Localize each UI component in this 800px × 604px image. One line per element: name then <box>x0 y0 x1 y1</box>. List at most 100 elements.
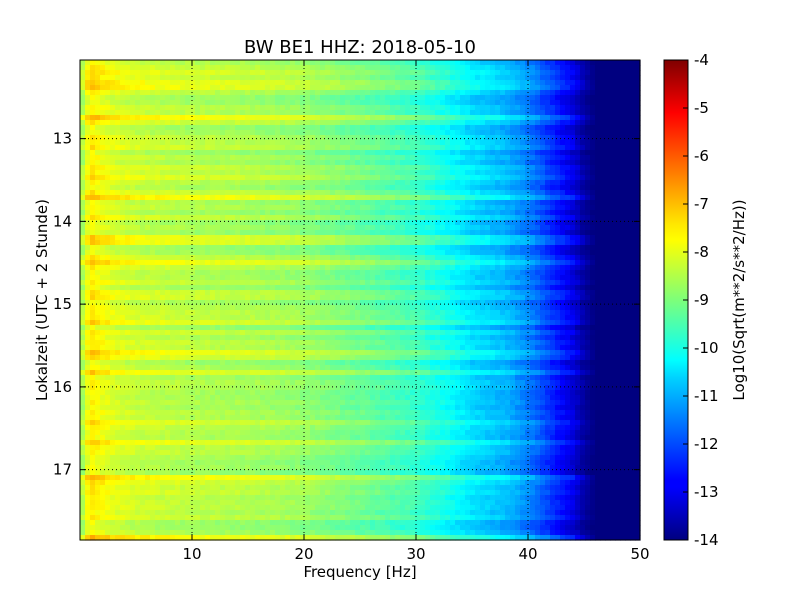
heatmap-cell <box>495 160 501 166</box>
heatmap-cell <box>615 270 621 276</box>
heatmap-cell <box>325 225 331 231</box>
heatmap-cell <box>120 275 126 281</box>
heatmap-cell <box>405 100 411 106</box>
heatmap-cell <box>430 100 436 106</box>
heatmap-cell <box>265 220 271 226</box>
heatmap-cell <box>205 280 211 286</box>
heatmap-cell <box>255 270 261 276</box>
heatmap-cell <box>330 160 336 166</box>
heatmap-cell <box>615 165 621 171</box>
heatmap-cell <box>195 165 201 171</box>
heatmap-cell <box>510 130 516 136</box>
heatmap-cell <box>250 210 256 216</box>
heatmap-cell <box>325 250 331 256</box>
heatmap-cell <box>500 135 506 141</box>
heatmap-cell <box>420 205 426 211</box>
heatmap-cell <box>570 185 576 191</box>
heatmap-cell <box>560 225 566 231</box>
heatmap-cell <box>265 280 271 286</box>
heatmap-cell <box>225 70 231 76</box>
heatmap-cell <box>175 230 181 236</box>
heatmap-cell <box>105 230 111 236</box>
heatmap-cell <box>580 60 586 66</box>
heatmap-cell <box>585 140 591 146</box>
heatmap-cell <box>260 90 266 96</box>
heatmap-cell <box>610 205 616 211</box>
heatmap-cell <box>210 170 216 176</box>
heatmap-cell <box>300 160 306 166</box>
heatmap-cell <box>380 230 386 236</box>
heatmap-cell <box>80 195 86 201</box>
heatmap-cell <box>230 115 236 121</box>
heatmap-cell <box>95 155 101 161</box>
heatmap-cell <box>480 125 486 131</box>
heatmap-cell <box>315 105 321 111</box>
heatmap-cell <box>400 120 406 126</box>
heatmap-cell <box>575 170 581 176</box>
heatmap-cell <box>250 155 256 161</box>
heatmap-cell <box>390 270 396 276</box>
heatmap-cell <box>285 125 291 131</box>
heatmap-cell <box>610 155 616 161</box>
heatmap-cell <box>465 95 471 101</box>
heatmap-cell <box>80 220 86 226</box>
heatmap-cell <box>430 70 436 76</box>
heatmap-cell <box>265 210 271 216</box>
heatmap-cell <box>525 195 531 201</box>
heatmap-cell <box>370 140 376 146</box>
heatmap-cell <box>320 170 326 176</box>
heatmap-cell <box>575 190 581 196</box>
heatmap-cell <box>85 125 91 131</box>
heatmap-cell <box>225 65 231 71</box>
heatmap-cell <box>185 140 191 146</box>
heatmap-cell <box>505 165 511 171</box>
heatmap-cell <box>580 70 586 76</box>
heatmap-cell <box>235 210 241 216</box>
heatmap-cell <box>420 175 426 181</box>
heatmap-cell <box>505 215 511 221</box>
heatmap-cell <box>290 145 296 151</box>
heatmap-cell <box>325 75 331 81</box>
heatmap-cell <box>310 215 316 221</box>
heatmap-cell <box>580 260 586 266</box>
heatmap-cell <box>590 70 596 76</box>
heatmap-cell <box>190 175 196 181</box>
heatmap-cell <box>375 195 381 201</box>
heatmap-cell <box>85 250 91 256</box>
heatmap-cell <box>290 75 296 81</box>
heatmap-cell <box>620 140 626 146</box>
heatmap-cell <box>115 145 121 151</box>
heatmap-cell <box>380 155 386 161</box>
heatmap-cell <box>105 270 111 276</box>
heatmap-cell <box>480 65 486 71</box>
heatmap-cell <box>540 195 546 201</box>
heatmap-cell <box>190 140 196 146</box>
heatmap-cell <box>325 260 331 266</box>
heatmap-cell <box>180 170 186 176</box>
heatmap-cell <box>460 130 466 136</box>
heatmap-cell <box>550 150 556 156</box>
heatmap-cell <box>125 70 131 76</box>
heatmap-cell <box>150 175 156 181</box>
heatmap-cell <box>500 150 506 156</box>
heatmap-cell <box>400 245 406 251</box>
heatmap-cell <box>225 80 231 86</box>
heatmap-cell <box>290 100 296 106</box>
heatmap-cell <box>450 125 456 131</box>
heatmap-cell <box>370 280 376 286</box>
heatmap-cell <box>545 100 551 106</box>
heatmap-cell <box>630 240 636 246</box>
heatmap-cell <box>585 225 591 231</box>
heatmap-cell <box>95 220 101 226</box>
heatmap-cell <box>140 260 146 266</box>
heatmap-cell <box>565 65 571 71</box>
heatmap-cell <box>300 245 306 251</box>
heatmap-cell <box>625 275 631 281</box>
heatmap-cell <box>215 230 221 236</box>
heatmap-cell <box>365 120 371 126</box>
heatmap-cell <box>150 185 156 191</box>
heatmap-cell <box>375 70 381 76</box>
heatmap-cell <box>120 85 126 91</box>
heatmap-cell <box>330 95 336 101</box>
heatmap-cell <box>410 115 416 121</box>
